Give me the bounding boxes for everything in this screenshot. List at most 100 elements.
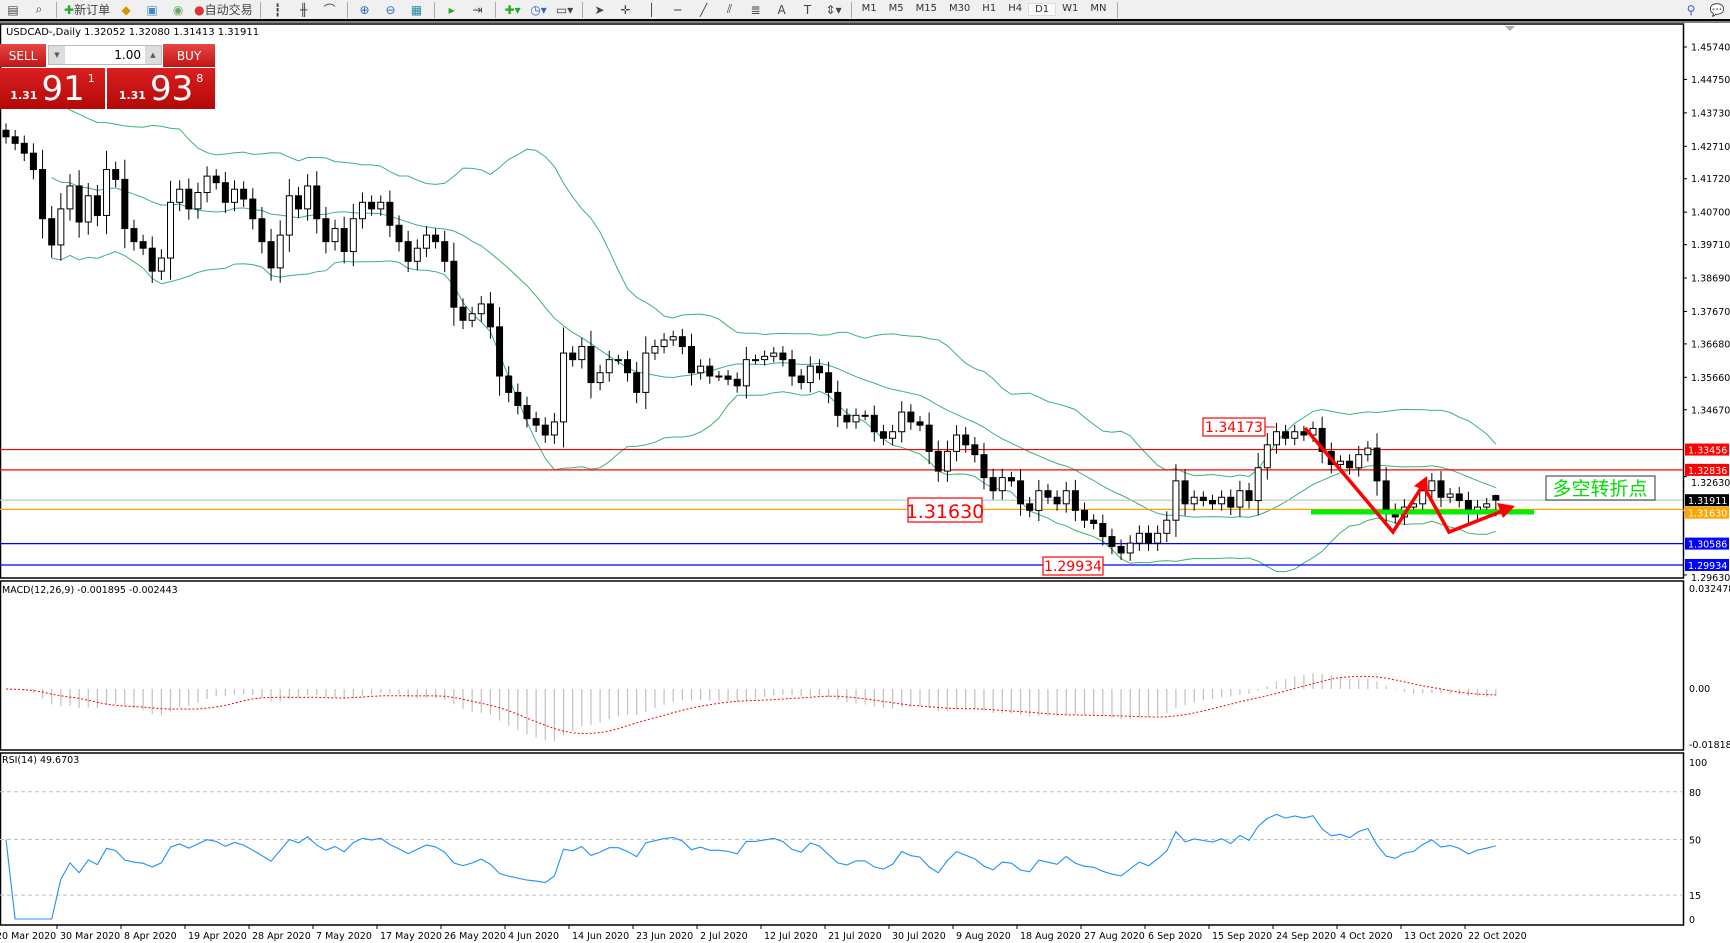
new-chart-icon[interactable]: ▤: [7, 2, 19, 17]
candle-body: [377, 201, 385, 210]
vertical-line-icon[interactable]: │: [647, 2, 656, 17]
trendline-icon[interactable]: ╱: [699, 2, 708, 17]
candle: [1245, 482, 1253, 509]
chart-shift-icon[interactable]: ⇥: [472, 2, 483, 17]
candle-body: [20, 142, 28, 154]
text-label-icon[interactable]: T: [803, 2, 812, 17]
crosshair-icon[interactable]: ✛: [620, 2, 631, 17]
candle-body: [468, 313, 476, 321]
candle-body: [459, 306, 467, 321]
increase-lot-icon[interactable]: ▲: [145, 46, 161, 64]
timeframe-w1[interactable]: W1: [1062, 3, 1079, 14]
candle-body: [770, 352, 778, 357]
candle-body: [1108, 536, 1116, 547]
sell-button[interactable]: SELL: [0, 44, 46, 67]
low-price-label-box: [1042, 556, 1104, 576]
data-window-icon[interactable]: ▣: [146, 2, 158, 17]
candle: [29, 143, 37, 180]
line-chart-icon[interactable]: ⌒: [323, 3, 336, 17]
bar-chart-icon[interactable]: ┇: [273, 2, 282, 17]
candle-body: [103, 169, 111, 216]
candle-body: [1099, 522, 1107, 538]
timeframe-bar: M1 M5 M15 M30 H1 H4 D1 W1 MN: [856, 3, 1113, 16]
candle: [633, 361, 641, 404]
candle-body: [1492, 495, 1500, 501]
candle-body: [1135, 532, 1143, 544]
candle: [386, 190, 394, 238]
candle-body: [560, 352, 568, 423]
arrows-icon[interactable]: ⇕▾: [825, 2, 842, 17]
candle-body: [304, 185, 312, 210]
fibonacci-icon[interactable]: ≣: [750, 2, 761, 17]
navigator-icon[interactable]: ◆: [121, 2, 131, 17]
candle-body: [505, 375, 513, 393]
candle-body: [843, 414, 851, 423]
date-tick-label: 6 Sep 2020: [1148, 931, 1202, 942]
low-price-label: 1.29934: [1044, 559, 1102, 575]
candle: [84, 182, 92, 235]
buy-price[interactable]: 1.31 93 8: [107, 68, 215, 109]
candle-body: [1254, 467, 1262, 502]
periods-icon[interactable]: ◷▾: [530, 2, 547, 17]
zoom-glass-icon[interactable]: ⌕: [35, 2, 43, 16]
lot-size-stepper[interactable]: ▼ 1.00 ▲: [48, 45, 162, 65]
candle: [167, 180, 175, 280]
candle: [212, 169, 220, 190]
high-price-label: 1.34173: [1205, 420, 1263, 436]
zoom-out-icon[interactable]: ⊖: [385, 2, 396, 17]
timeframe-m1[interactable]: M1: [861, 3, 877, 14]
date-tick-label: 26 May 2020: [444, 931, 506, 942]
candle-body: [861, 414, 869, 417]
tile-windows-icon[interactable]: ▦: [410, 2, 423, 17]
signal-icon[interactable]: ◉: [172, 2, 184, 17]
price-tick-label: 1.42710: [1691, 142, 1730, 153]
autoscroll-icon[interactable]: ▸: [448, 2, 455, 17]
decrease-lot-icon[interactable]: ▼: [49, 46, 65, 64]
text-icon[interactable]: A: [777, 2, 786, 17]
candle-body: [514, 391, 522, 407]
equidistant-channel-icon[interactable]: ⫽: [726, 2, 733, 16]
candle: [834, 380, 842, 428]
timeframe-d1[interactable]: D1: [1028, 3, 1057, 16]
candle-body: [1282, 431, 1290, 439]
candle: [185, 178, 193, 220]
candle: [1108, 528, 1116, 555]
candle-body: [221, 182, 229, 203]
candle-body: [1336, 460, 1344, 465]
candlestick-icon[interactable]: ╫: [299, 2, 308, 17]
toolbar: ▤ ⌕ ✚ 新订单 ◆ ▣ ◉ ● 自动交易 ┇ ╫ ⌒ ⊕ ⊖ ▦ ▸ ⇥ ✚▾ …: [0, 0, 1730, 21]
timeframe-h4[interactable]: H4: [1008, 3, 1023, 14]
timeframe-m5[interactable]: M5: [888, 3, 904, 14]
buy-button[interactable]: BUY: [163, 44, 215, 67]
horizontal-line-icon[interactable]: ─: [673, 2, 682, 17]
timeframe-m30[interactable]: M30: [948, 3, 971, 14]
timeframe-h1[interactable]: H1: [982, 3, 997, 14]
candle: [706, 358, 714, 384]
sell-price[interactable]: 1.31 91 1: [0, 68, 105, 109]
auto-trading-button[interactable]: ● 自动交易: [191, 1, 256, 19]
price-tag: [1685, 443, 1729, 456]
timeframe-m15[interactable]: M15: [915, 3, 937, 14]
templates-icon[interactable]: ▭▾: [555, 2, 574, 17]
candle: [852, 408, 860, 429]
candle-body: [1227, 496, 1235, 508]
candle: [715, 371, 723, 381]
new-order-button[interactable]: ✚ 新订单: [61, 1, 113, 19]
indicators-icon[interactable]: ✚▾: [504, 2, 521, 17]
cursor-icon[interactable]: ➤: [594, 2, 605, 17]
candle-body: [1163, 519, 1171, 534]
search-icon[interactable]: ⚲: [1686, 2, 1696, 17]
lot-size-input[interactable]: 1.00: [114, 48, 141, 62]
candle: [2, 123, 10, 144]
chat-icon[interactable]: 💬: [1709, 2, 1725, 17]
candle: [221, 171, 229, 214]
chart-header: USDCAD-,Daily 1.32052 1.32080 1.31413 1.…: [6, 27, 260, 38]
zoom-in-icon[interactable]: ⊕: [359, 2, 370, 17]
candle: [1291, 424, 1299, 446]
candle: [57, 193, 65, 261]
timeframe-mn[interactable]: MN: [1090, 3, 1107, 14]
candle-body: [2, 129, 10, 138]
date-tick-label: 24 Sep 2020: [1276, 931, 1336, 942]
candle: [962, 427, 970, 453]
